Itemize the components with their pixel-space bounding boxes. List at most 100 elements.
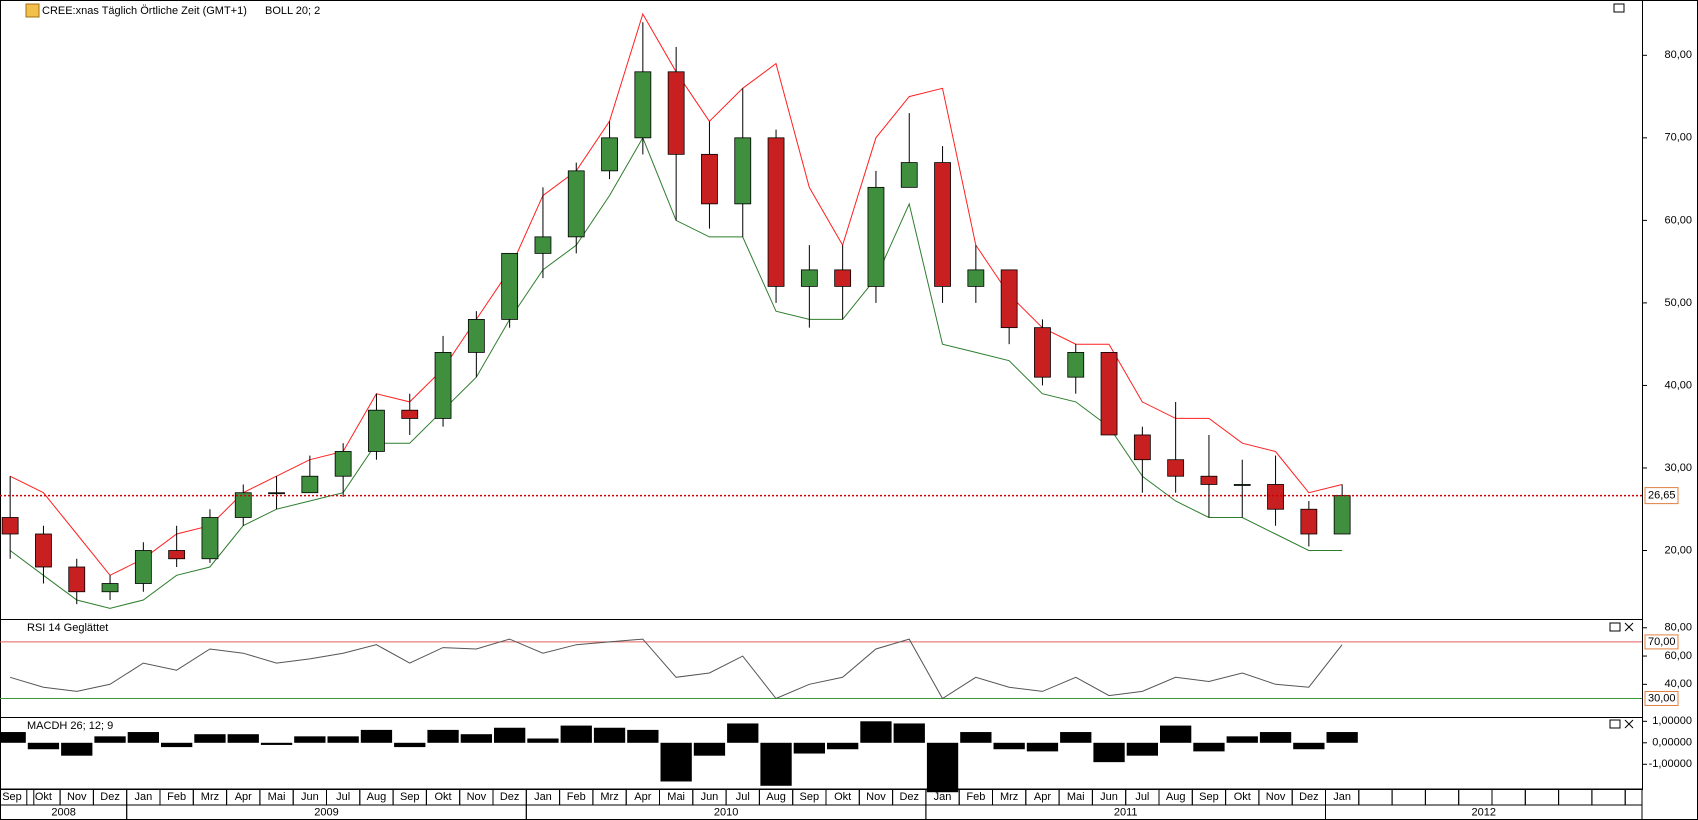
month-label: Sep <box>2 791 22 803</box>
level-box <box>1644 690 1679 706</box>
year-label: 2010 <box>714 806 738 818</box>
candle-body <box>1200 475 1218 485</box>
panel-title: RSI 14 Geglättet <box>27 622 108 634</box>
close-icon <box>1624 719 1634 729</box>
month-cell <box>1358 788 1393 806</box>
maximize-icon <box>1613 3 1625 13</box>
candle-body <box>234 492 252 518</box>
candle-body <box>168 550 186 560</box>
month-label: Sep <box>400 791 420 803</box>
macd-bar <box>527 738 559 743</box>
candle-body <box>1167 459 1185 477</box>
month-label: Apr <box>235 791 252 803</box>
macd-bar <box>0 732 26 743</box>
candle-body <box>1000 269 1018 329</box>
macd-bar <box>194 734 226 743</box>
macd-bar <box>460 734 492 743</box>
candle-body <box>534 236 552 254</box>
macd-bar <box>61 742 93 756</box>
indicator-label: BOLL 20; 2 <box>265 5 320 17</box>
candle-body <box>667 71 685 155</box>
month-label: Okt <box>434 791 451 803</box>
macd-bar <box>1093 742 1125 763</box>
candle-body <box>201 517 219 560</box>
macd-bar <box>960 732 992 743</box>
candle-body <box>134 550 152 584</box>
month-label: Mai <box>667 791 685 803</box>
month-label: Nov <box>467 791 487 803</box>
macd-bar <box>27 742 60 750</box>
month-label: Dez <box>899 791 919 803</box>
candle-body <box>1067 352 1085 378</box>
y-tick-label: -1,00000 <box>1649 758 1692 770</box>
panel-frame <box>0 0 1643 620</box>
macd-bar <box>360 729 393 743</box>
month-label: Nov <box>67 791 87 803</box>
macd-bar <box>860 721 892 743</box>
candle-body <box>268 492 285 495</box>
year-label: 2008 <box>51 806 75 818</box>
y-tick-label: 30,00 <box>1664 462 1692 474</box>
level-label: 70,00 <box>1648 636 1676 648</box>
macd-bar <box>926 742 959 793</box>
macd-bar <box>593 727 626 743</box>
candle-body <box>900 162 918 188</box>
candle-body <box>401 409 419 419</box>
month-cell <box>1524 788 1560 806</box>
year-label: 2011 <box>1114 806 1138 818</box>
candle-body <box>68 566 86 593</box>
macd-bar <box>560 725 592 743</box>
macd-bar <box>1293 742 1325 750</box>
macd-bar <box>161 742 193 748</box>
y-tick-label: 0,00000 <box>1652 737 1692 749</box>
month-label: Mai <box>1067 791 1085 803</box>
candle-body <box>701 153 718 205</box>
candle-body <box>101 583 119 593</box>
month-label: Feb <box>966 791 985 803</box>
month-label: Nov <box>866 791 886 803</box>
month-label: Sep <box>1199 791 1219 803</box>
month-cell <box>1458 788 1493 806</box>
y-tick-label: 80,00 <box>1664 49 1692 61</box>
macd-bar <box>94 736 126 743</box>
candle-body <box>1034 327 1051 378</box>
month-label: Nov <box>1266 791 1286 803</box>
macd-bar <box>1259 732 1292 743</box>
macd-bar <box>1060 732 1092 743</box>
month-cell <box>1424 788 1460 806</box>
candle-body <box>368 409 385 452</box>
last-price-box <box>1644 487 1679 505</box>
month-label: Jan <box>134 791 152 803</box>
last-price-label: 26,65 <box>1648 490 1676 502</box>
candle-body <box>35 533 52 568</box>
month-label: Sep <box>800 791 820 803</box>
candle-body <box>934 162 951 287</box>
y-tick-label: 60,00 <box>1664 650 1692 662</box>
y-tick-label: 40,00 <box>1664 379 1692 391</box>
candle-body <box>734 137 752 205</box>
candle-body <box>301 475 319 494</box>
rsi-line <box>9 638 1343 700</box>
month-label: Okt <box>1234 791 1251 803</box>
month-cell <box>1591 788 1626 806</box>
y-tick-label: 70,00 <box>1664 132 1692 144</box>
macd-bar <box>1193 742 1225 752</box>
month-label: Feb <box>567 791 586 803</box>
month-cell <box>1491 788 1526 806</box>
y-tick-label: 40,00 <box>1664 678 1692 690</box>
macd-bar <box>1026 742 1059 752</box>
macd-bar <box>1160 725 1192 743</box>
macd-bar <box>727 723 759 743</box>
month-label: Mrz <box>1000 791 1018 803</box>
candle-body <box>501 252 519 320</box>
level-label: 30,00 <box>1648 692 1676 704</box>
month-label: Jun <box>701 791 719 803</box>
year-label: 2009 <box>314 806 338 818</box>
month-cell <box>1624 788 1643 806</box>
candle-body <box>601 137 618 172</box>
macd-bar <box>793 742 825 754</box>
macd-bar <box>1326 732 1358 743</box>
maximize-icon <box>1609 719 1621 729</box>
